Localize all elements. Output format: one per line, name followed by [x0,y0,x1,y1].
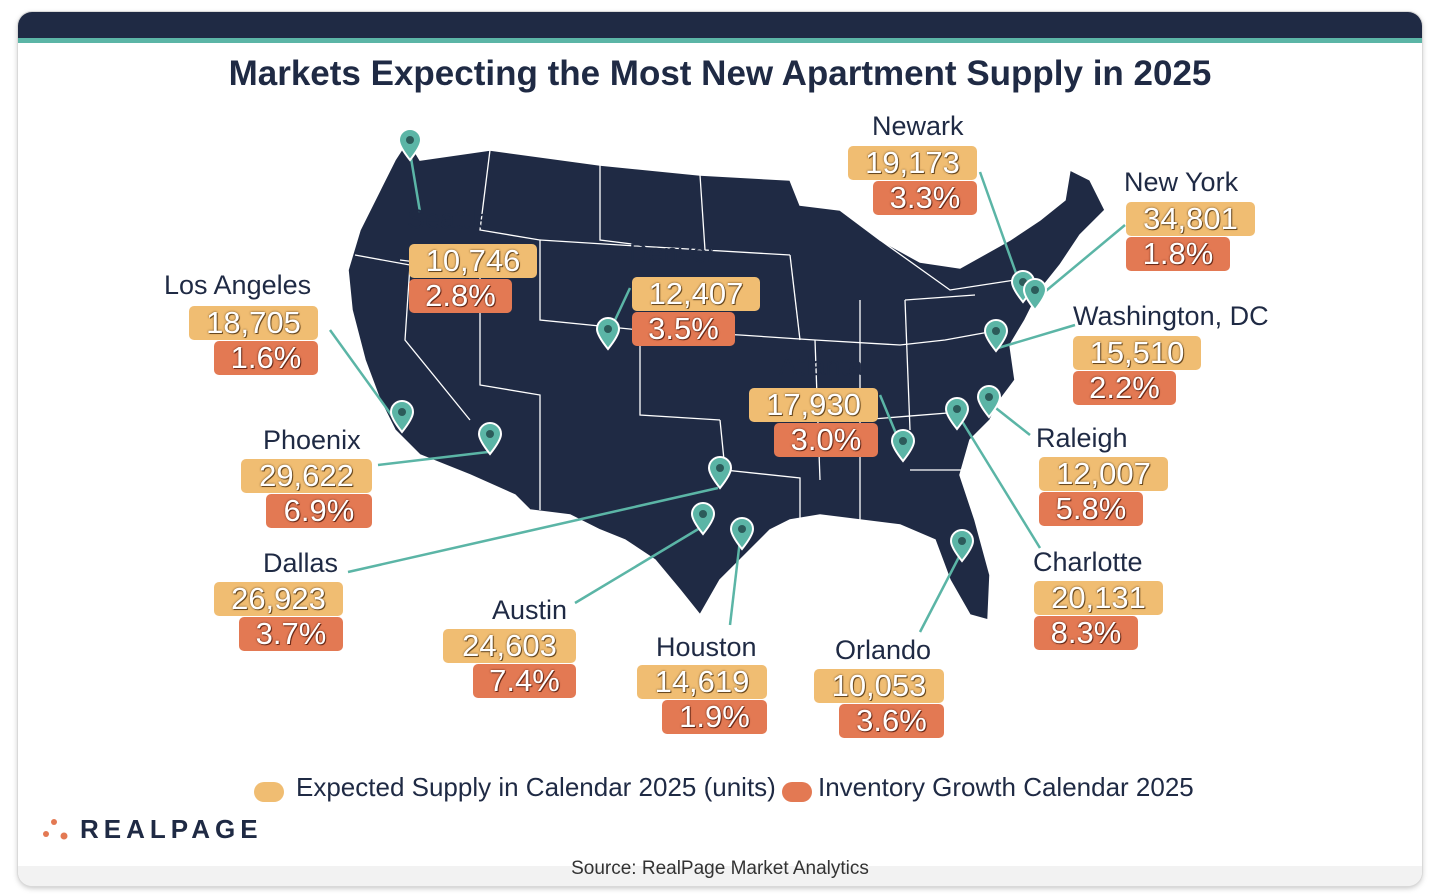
market-los-angeles: Los Angeles [164,270,311,301]
growth-badge: 5.8% [1039,492,1143,526]
supply-badge: 20,131 [1034,581,1163,615]
market-newark: Newark [872,111,964,142]
market-name: Raleigh [1036,423,1128,453]
growth-badge: 3.6% [839,704,944,738]
growth-badge: 8.3% [1034,616,1138,650]
market-denver: Denver [629,238,716,269]
supply-badge: 10,746 [409,244,537,278]
market-atlanta: Atlanta [779,351,863,382]
market-name: Seattle [407,204,492,234]
supply-badge: 24,603 [443,629,576,663]
growth-badge: 3.0% [774,423,878,457]
map-pin-icon[interactable] [478,422,502,455]
market-phoenix: Phoenix [263,425,361,456]
market-name: Charlotte [1033,547,1143,577]
map-pin-icon[interactable] [950,529,974,562]
supply-badge: 34,801 [1126,202,1255,236]
growth-badge: 6.9% [266,494,372,528]
growth-badge: 2.2% [1073,371,1176,405]
market-name: Los Angeles [164,270,312,300]
supply-badge: 26,923 [214,582,343,616]
supply-badge: 10,053 [814,669,944,703]
growth-badge: 7.4% [473,664,576,698]
supply-badge: 17,930 [749,388,878,422]
top-bar-accent [18,38,1422,43]
market-houston: Houston [656,632,757,663]
supply-badge: 29,622 [241,459,372,493]
growth-badge: 1.8% [1126,237,1230,271]
map-title: Markets Expecting the Most New Apartment… [228,54,1212,93]
market-name: New York [1124,167,1239,197]
market-austin: Austin [492,595,567,626]
state-borders [354,149,1016,520]
map-pin-icon[interactable] [945,397,969,430]
map-pin-icon[interactable] [691,502,715,535]
market-seattle: Seattle [407,204,491,235]
supply-badge: 19,173 [848,146,977,180]
legend: Expected Supply in Calendar 2025 (units)… [0,772,1436,808]
market-name: Houston [656,632,757,662]
logo-dots-icon [43,819,68,840]
supply-swatch [254,782,284,802]
market-orlando: Orlando [835,635,931,666]
source-note: Source: RealPage Market Analytics [571,858,869,879]
market-washington-dc: Washington, DC [1073,301,1269,332]
logo-text: REALPAGE [80,814,263,844]
legend-growth-label: Inventory Growth Calendar 2025 [818,772,1194,802]
growth-swatch [782,782,812,802]
map-pin-icon[interactable] [891,429,915,462]
growth-badge: 3.3% [873,181,977,215]
map-pin-icon[interactable] [984,319,1008,352]
market-dallas: Dallas [263,548,338,579]
supply-badge: 15,510 [1073,336,1201,370]
legend-supply-label: Expected Supply in Calendar 2025 (units) [296,772,776,802]
market-charlotte: Charlotte [1033,547,1143,578]
realpage-logo: REALPAGE [38,812,278,848]
growth-badge: 1.9% [662,700,767,734]
growth-badge: 2.8% [409,279,512,313]
map-pin-icon[interactable] [1023,278,1047,311]
footer-bar [18,866,1422,886]
market-new-york: New York [1124,167,1238,198]
supply-badge: 14,619 [637,665,767,699]
market-name: Newark [872,111,964,141]
supply-badge: 12,407 [632,277,760,311]
market-name: Washington, DC [1073,301,1269,331]
map-pin-icon[interactable] [390,400,414,433]
growth-badge: 3.5% [632,312,735,346]
market-raleigh: Raleigh [1036,423,1128,454]
supply-badge: 12,007 [1039,457,1168,491]
map-pin-icon[interactable] [977,385,1001,418]
connector-lines [328,151,1126,633]
market-name: Atlanta [779,351,864,381]
map-pin-icon[interactable] [730,517,754,550]
supply-badge: 18,705 [189,306,318,340]
market-name: Dallas [263,548,339,578]
top-bar [18,12,1422,38]
map-pin-icon[interactable] [708,456,732,489]
market-name: Phoenix [263,425,361,455]
growth-badge: 1.6% [214,341,318,375]
map-pin-icon[interactable] [398,128,422,161]
us-landmass [347,138,1106,621]
market-name: Austin [492,595,568,625]
market-name: Denver [629,238,717,268]
map-pin-icon[interactable] [596,317,620,350]
market-name: Orlando [835,635,932,665]
growth-badge: 3.7% [239,617,343,651]
